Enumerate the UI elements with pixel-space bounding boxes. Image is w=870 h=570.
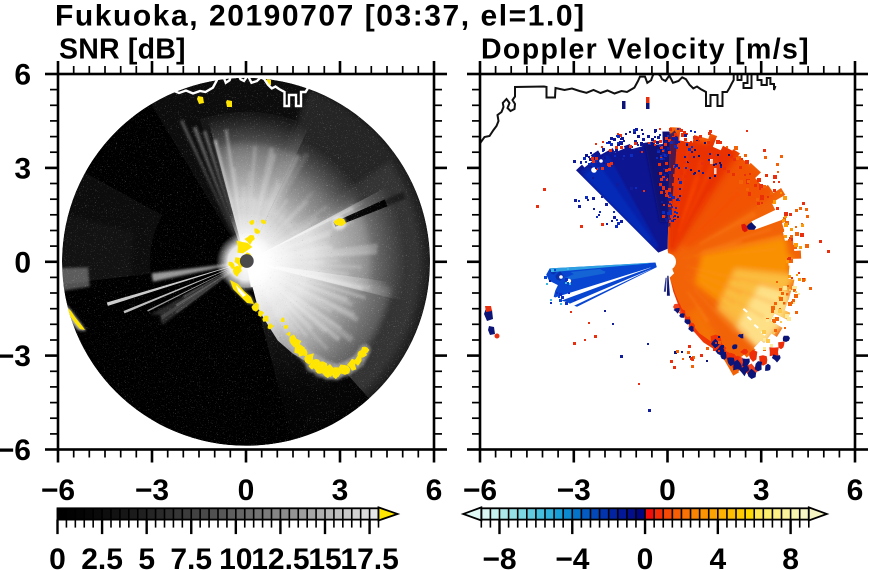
svg-text:−6: −6: [463, 474, 497, 507]
svg-text:5: 5: [138, 543, 155, 570]
svg-text:Fukuoka, 20190707 [03:37, el=1: Fukuoka, 20190707 [03:37, el=1.0]: [55, 0, 586, 33]
svg-text:0: 0: [238, 474, 255, 507]
svg-text:6: 6: [14, 59, 31, 92]
svg-text:3: 3: [753, 474, 770, 507]
svg-text:−6: −6: [41, 474, 75, 507]
svg-text:4: 4: [709, 543, 726, 570]
svg-text:−3: −3: [0, 340, 31, 373]
svg-text:0: 0: [637, 543, 654, 570]
svg-text:17.5: 17.5: [340, 543, 398, 570]
svg-text:−6: −6: [0, 434, 31, 467]
svg-text:−4: −4: [555, 543, 590, 570]
svg-text:SNR [dB]: SNR [dB]: [59, 34, 186, 66]
svg-text:0: 0: [659, 474, 676, 507]
svg-text:−3: −3: [135, 474, 169, 507]
svg-text:−3: −3: [557, 474, 591, 507]
svg-text:7.5: 7.5: [170, 543, 212, 570]
svg-text:3: 3: [332, 474, 349, 507]
svg-text:−8: −8: [482, 543, 516, 570]
svg-text:2.5: 2.5: [81, 543, 123, 570]
svg-text:6: 6: [426, 474, 443, 507]
svg-text:10: 10: [219, 543, 252, 570]
svg-text:0: 0: [49, 543, 66, 570]
svg-text:0: 0: [14, 246, 31, 279]
svg-text:15: 15: [308, 543, 341, 570]
svg-text:3: 3: [14, 152, 31, 185]
svg-text:Doppler Velocity [m/s]: Doppler Velocity [m/s]: [481, 34, 810, 66]
svg-text:8: 8: [782, 543, 799, 570]
svg-text:6: 6: [847, 474, 864, 507]
svg-text:12.5: 12.5: [251, 543, 309, 570]
